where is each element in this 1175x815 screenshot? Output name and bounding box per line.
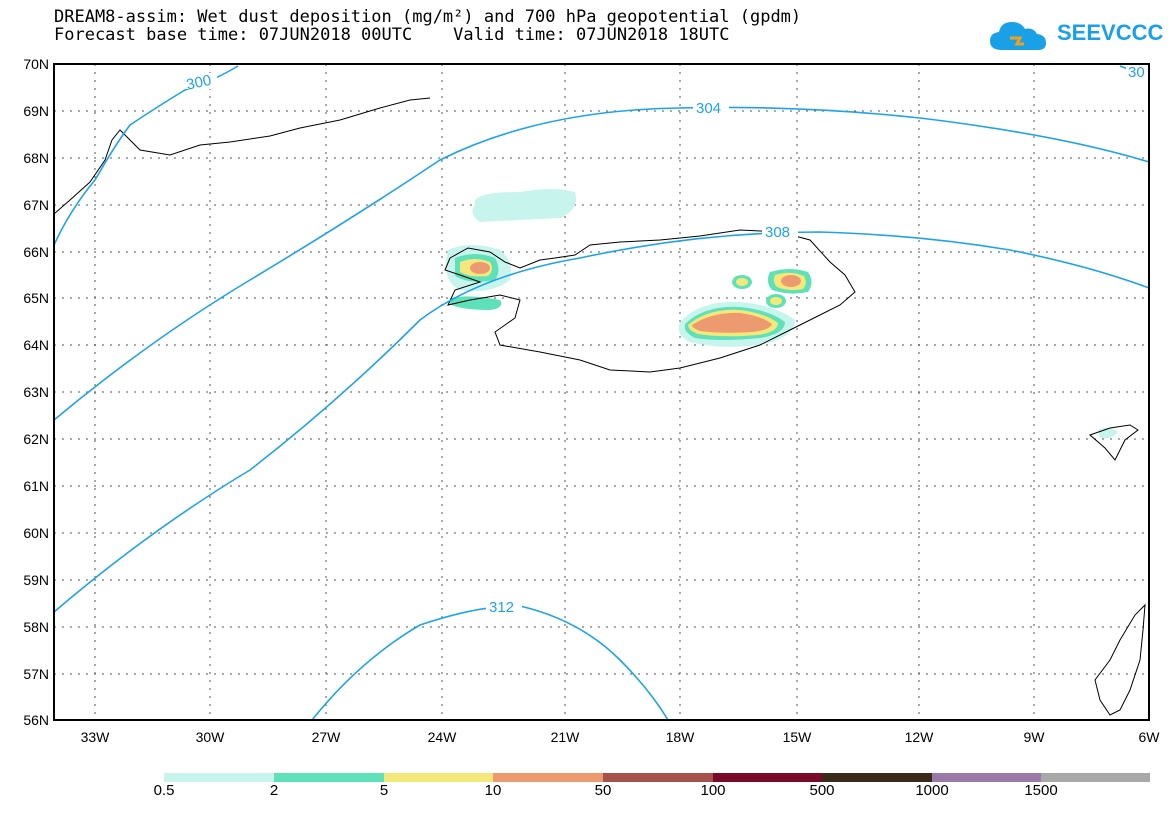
colorbar-label: 1500 <box>1024 782 1058 799</box>
colorbar <box>164 773 1150 782</box>
scotland-coast <box>1094 603 1146 716</box>
lat-label: 56N <box>23 712 49 728</box>
colorbar-label: 500 <box>809 782 835 799</box>
latitude-labels: 70N 69N 68N 67N 66N 65N 64N 63N 62N 61N … <box>23 56 49 728</box>
geopotential-contours <box>53 65 1150 721</box>
contour-label-300: 300 <box>185 72 213 94</box>
dust-patch-north <box>472 189 576 222</box>
contour-304 <box>53 106 1150 421</box>
coastlines <box>53 97 1146 716</box>
lon-label: 12W <box>905 729 935 745</box>
colorbar-label: 0.5 <box>153 782 175 799</box>
title-line-1: DREAM8-assim: Wet dust deposition (mg/m²… <box>54 7 802 27</box>
contour-308 <box>53 231 1150 613</box>
colorbar-swatch <box>713 773 822 782</box>
lat-label: 57N <box>23 666 49 682</box>
title-line-2: Forecast base time: 07JUN2018 00UTC Vali… <box>54 25 730 45</box>
colorbar-label: 5 <box>379 782 389 799</box>
chart-title: DREAM8-assim: Wet dust deposition (mg/m²… <box>54 8 801 44</box>
lat-label: 59N <box>23 572 49 588</box>
colorbar-swatch <box>493 773 603 782</box>
lat-label: 60N <box>23 525 49 541</box>
contour-label-308: 308 <box>765 224 790 241</box>
contour-312 <box>311 605 669 721</box>
lat-label: 58N <box>23 619 49 635</box>
colorbar-label: 1000 <box>915 782 949 799</box>
colorbar-swatch <box>164 773 274 782</box>
colorbar-swatch <box>603 773 713 782</box>
colorbar-label: 2 <box>269 782 279 799</box>
lat-label: 65N <box>23 290 49 306</box>
lat-label: 68N <box>23 150 49 166</box>
logo-text: SEEVCCC <box>1057 20 1164 45</box>
contour-300 <box>53 65 239 246</box>
lon-label: 33W <box>81 729 111 745</box>
colorbar-swatch <box>1041 773 1150 782</box>
lon-label: 24W <box>428 729 458 745</box>
faroe-islands <box>1089 424 1139 461</box>
colorbar-label: 10 <box>484 782 502 799</box>
lat-label: 61N <box>23 478 49 494</box>
colorbar-swatch <box>822 773 932 782</box>
map-frame <box>53 63 1150 721</box>
lon-label: 30W <box>196 729 226 745</box>
lat-label: 64N <box>23 337 49 353</box>
seevccc-logo <box>990 22 1046 50</box>
lat-label: 69N <box>23 103 49 119</box>
lat-label: 67N <box>23 197 49 213</box>
grid-lines <box>54 64 1149 720</box>
colorbar-label: 100 <box>700 782 726 799</box>
lat-label: 70N <box>23 56 49 72</box>
colorbar-swatch <box>932 773 1041 782</box>
colorbar-swatch <box>274 773 384 782</box>
lon-label: 21W <box>551 729 581 745</box>
greenland-coast <box>53 97 431 215</box>
contour-label-30: 30 <box>1128 64 1145 81</box>
lon-label: 6W <box>1139 729 1161 745</box>
colorbar-label: 50 <box>594 782 612 799</box>
contour-label-312: 312 <box>489 599 514 616</box>
iceland-coast <box>444 229 856 373</box>
lat-label: 66N <box>23 244 49 260</box>
lon-label: 15W <box>783 729 813 745</box>
lat-label: 63N <box>23 384 49 400</box>
lon-label: 9W <box>1024 729 1046 745</box>
lon-label: 27W <box>312 729 342 745</box>
cloud-icon <box>990 22 1046 50</box>
lon-label: 18W <box>666 729 696 745</box>
longitude-labels: 33W 30W 27W 24W 21W 18W 15W 12W 9W 6W <box>81 729 1161 745</box>
lat-label: 62N <box>23 431 49 447</box>
contour-label-group: 300 304 308 312 30 <box>183 64 1148 616</box>
colorbar-swatch <box>384 773 493 782</box>
contour-label-304: 304 <box>696 100 721 117</box>
